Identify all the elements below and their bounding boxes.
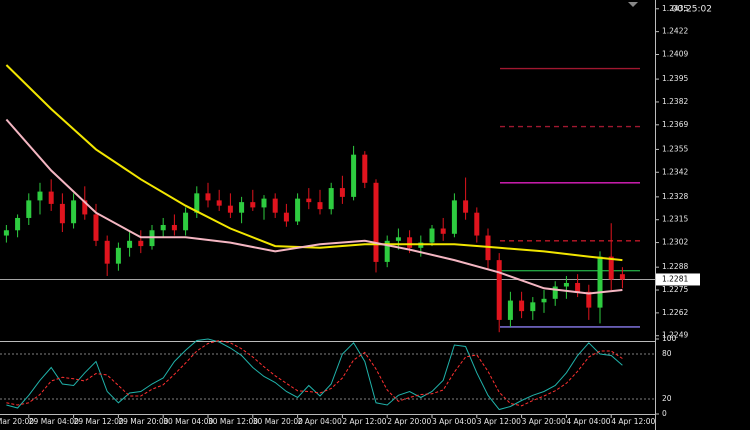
y-tick-label: 1.2422 <box>662 27 688 36</box>
candle-body <box>59 203 65 224</box>
candle-body <box>519 300 525 312</box>
candle-body <box>239 202 245 213</box>
moving-average <box>5 64 623 262</box>
candle-body <box>138 240 144 247</box>
x-tick-label: 28 Mar 20:00 <box>0 417 34 426</box>
candle-body <box>328 188 334 210</box>
x-tick-label: 3 Apr 12:00 <box>477 417 521 426</box>
y-tick-label: 1.2249 <box>662 331 688 340</box>
x-tick-label: 29 Mar 04:00 <box>29 417 79 426</box>
y-tick-label: 1.2288 <box>662 262 688 271</box>
candle-body <box>205 193 211 201</box>
x-tick-label: 30 Mar 04:00 <box>163 417 213 426</box>
y-tick-label: 1.2395 <box>662 74 688 83</box>
candle-body <box>339 188 345 197</box>
y-tick-label: 1.2315 <box>662 215 688 224</box>
oscillator-line <box>6 338 623 411</box>
y-tick-label: 1.2409 <box>662 49 688 58</box>
candle-body <box>575 282 581 292</box>
y-tick-label: 1.2302 <box>662 238 688 247</box>
candle-body <box>608 256 614 280</box>
candle-body <box>250 202 256 208</box>
x-tick-label: 29 Mar 12:00 <box>74 417 124 426</box>
bar-timer: 00:25:02 <box>672 5 712 15</box>
candle-body <box>541 298 547 303</box>
x-tick-label: 30 Mar 12:00 <box>208 417 258 426</box>
candle-body <box>373 182 379 262</box>
candle-body <box>71 200 77 224</box>
candle-body <box>15 217 21 231</box>
x-tick-label: 2 Apr 20:00 <box>387 417 431 426</box>
candle-body <box>104 240 110 264</box>
x-tick-label: 4 Apr 12:00 <box>611 417 655 426</box>
x-tick-label: 3 Apr 04:00 <box>432 417 476 426</box>
candle-body <box>261 198 267 208</box>
y-tick-label: 1.2342 <box>662 167 688 176</box>
y-tick-label: 1.2328 <box>662 192 688 201</box>
candle-body <box>563 282 569 287</box>
y-tick-label: 1.2369 <box>662 120 688 129</box>
candle-body <box>507 300 513 320</box>
candle-body <box>463 200 469 213</box>
x-tick-label: 3 Apr 20:00 <box>522 417 566 426</box>
candle-body <box>48 191 54 204</box>
x-tick-label: 2 Apr 12:00 <box>342 417 386 426</box>
candle-body <box>127 240 133 248</box>
y-tick-label: 1.2435 <box>662 4 688 13</box>
candle-body <box>496 260 502 320</box>
bid-label-box <box>656 273 700 286</box>
osc-tick-label: 80 <box>662 349 672 358</box>
candle-body <box>306 198 312 203</box>
candle-body <box>429 228 435 243</box>
candle-body <box>530 302 536 312</box>
candle-body <box>619 274 625 280</box>
candle-body <box>115 247 121 264</box>
candle-body <box>82 200 88 215</box>
x-tick-label: 2 Apr 04:00 <box>298 417 342 426</box>
candle-body <box>227 205 233 213</box>
bid-label: 1.2281 <box>662 274 688 283</box>
x-tick-label: 4 Apr 04:00 <box>566 417 610 426</box>
y-tick-label: 1.2382 <box>662 97 688 106</box>
candle-body <box>295 198 301 222</box>
candle-body <box>160 224 166 231</box>
candle-body <box>597 256 603 308</box>
candle-body <box>272 198 278 213</box>
candle-body <box>362 154 368 183</box>
candle-body <box>440 228 446 234</box>
candle-body <box>283 212 289 222</box>
candle-body <box>3 230 9 236</box>
x-tick-label: 30 Mar 20:00 <box>253 417 303 426</box>
candle-body <box>194 193 200 213</box>
candle-body <box>317 202 323 210</box>
candle-body <box>451 200 457 234</box>
candle-body <box>384 240 390 262</box>
osc-tick-label: 100 <box>662 334 677 343</box>
candle-body <box>37 191 43 201</box>
oscillator-line <box>6 339 623 407</box>
moving-average <box>5 118 623 295</box>
x-tick-label: 29 Mar 20:00 <box>118 417 168 426</box>
candle-body <box>216 200 222 206</box>
candle-body <box>552 286 558 299</box>
candle-body <box>183 212 189 231</box>
candle-body <box>407 237 413 248</box>
candle-body <box>586 291 592 308</box>
candle-body <box>93 214 99 241</box>
candle-body <box>351 154 357 197</box>
y-tick-label: 1.2355 <box>662 144 688 153</box>
candle-body <box>171 224 177 231</box>
osc-tick-label: 20 <box>662 394 672 403</box>
y-tick-label: 1.2275 <box>662 285 688 294</box>
candle-body <box>474 212 480 236</box>
candle-body <box>395 237 401 241</box>
shift-marker <box>628 2 638 7</box>
candle-body <box>26 200 32 218</box>
osc-tick-label: 0 <box>662 409 667 418</box>
y-tick-label: 1.2262 <box>662 308 688 317</box>
